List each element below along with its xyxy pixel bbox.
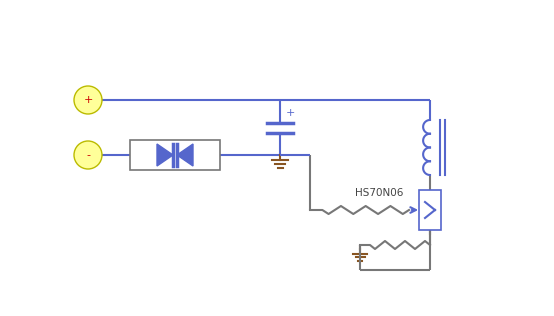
Circle shape: [74, 86, 102, 114]
Polygon shape: [157, 144, 173, 166]
Circle shape: [74, 141, 102, 169]
Text: -: -: [86, 150, 90, 160]
Bar: [130, 140, 220, 170]
Text: HS70N06: HS70N06: [355, 188, 403, 198]
Text: +: +: [83, 95, 93, 105]
Bar: [419, 190, 441, 230]
Polygon shape: [177, 144, 193, 166]
Text: +: +: [286, 108, 295, 118]
